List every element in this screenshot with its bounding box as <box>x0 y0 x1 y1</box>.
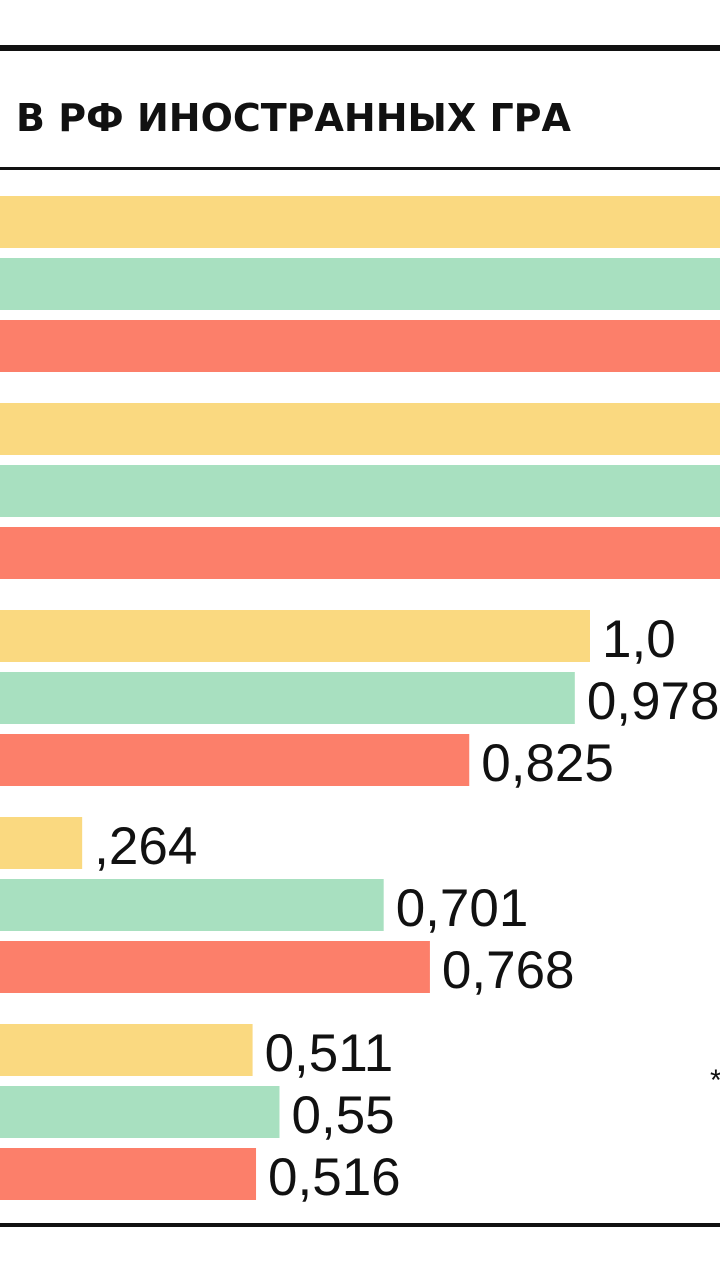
bar-g2-s3 <box>0 527 720 579</box>
bar-g1-s3 <box>0 320 720 372</box>
bar-g1-s2 <box>0 258 720 310</box>
bars-layer <box>0 196 720 1200</box>
value-label-g3-s2: 0,978 <box>587 672 720 731</box>
bar-g5-s3 <box>0 1148 257 1200</box>
bar-g5-s2 <box>0 1086 280 1138</box>
bar-g2-s1 <box>0 403 720 455</box>
top-border <box>0 45 720 51</box>
value-label-g4-s2: 0,701 <box>396 879 529 938</box>
bar-g3-s3 <box>0 734 470 786</box>
value-label-g5-s3: 0,516 <box>268 1148 401 1207</box>
value-label-g5-s1: 0,511 <box>265 1024 394 1083</box>
chart-title: В РФ ИНОСТРАННЫХ ГРА <box>16 96 572 140</box>
header-divider <box>0 167 720 170</box>
value-label-g3-s3: 0,825 <box>481 734 614 793</box>
bottom-border <box>0 1223 720 1227</box>
bar-g4-s2 <box>0 879 384 931</box>
bar-g1-s1 <box>0 196 720 248</box>
bar-g3-s2 <box>0 672 575 724</box>
bar-g3-s1 <box>0 610 590 662</box>
bar-g5-s1 <box>0 1024 253 1076</box>
footnote-mark: * <box>710 1064 720 1097</box>
bar-g2-s2 <box>0 465 720 517</box>
value-label-g3-s1: 1,0 <box>602 610 676 669</box>
value-label-g4-s1: ,264 <box>94 817 197 876</box>
bar-g4-s1 <box>0 817 83 869</box>
value-label-g5-s2: 0,55 <box>292 1086 395 1145</box>
value-label-g4-s3: 0,768 <box>442 941 575 1000</box>
bar-g4-s3 <box>0 941 430 993</box>
